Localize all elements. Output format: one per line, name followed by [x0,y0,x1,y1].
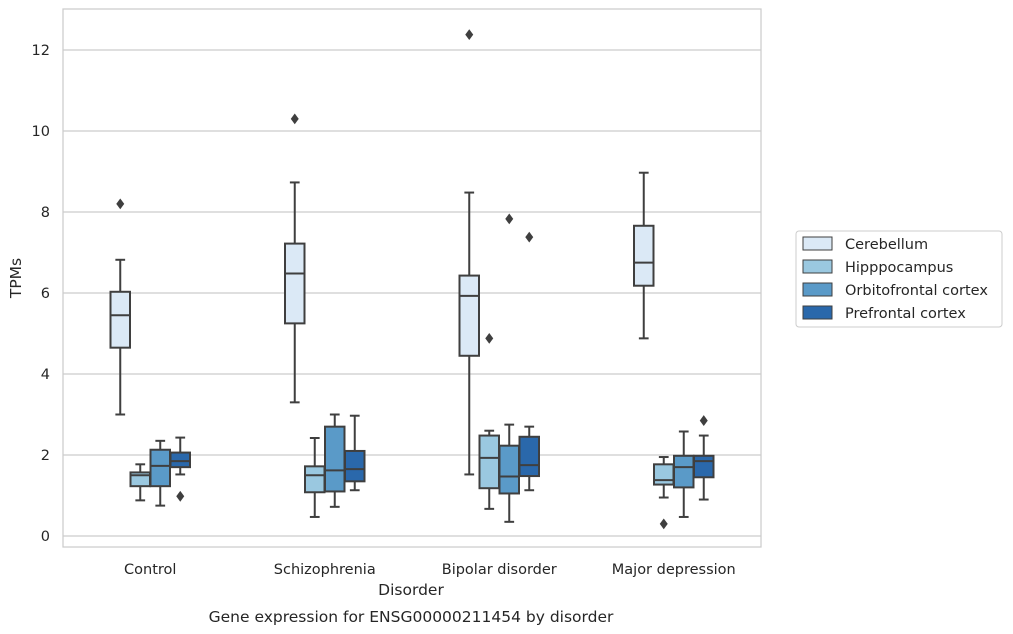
y-tick-label: 4 [41,367,50,383]
legend-label: Prefrontal cortex [845,306,966,322]
iqr-box [344,449,366,483]
legend-swatch [802,259,833,274]
legend-swatch [802,282,833,297]
box-orbitofrontal-cortex [673,430,695,518]
iqr-box [284,242,306,325]
outlier-point [176,490,185,502]
legend-label: Cerebellum [845,237,928,253]
x-tick-labels: Control Schizophrenia Bipolar disorder Majo… [124,562,736,578]
iqr-box [324,425,346,493]
box-hipppocampus [478,332,500,510]
outlier-point [525,231,534,243]
box-hipppocampus [304,436,326,518]
outlier-point [485,332,494,344]
y-tick-label: 12 [32,43,50,59]
y-tick-label: 8 [41,205,50,221]
x-tick-label: Major depression [612,562,736,578]
iqr-box [304,465,326,494]
box-cerebellum [284,113,306,404]
legend-label: Hipppocampus [845,260,953,276]
iqr-box [693,454,715,479]
outlier-point [659,518,668,530]
iqr-box [458,274,480,357]
iqr-box [653,463,675,486]
iqr-box [518,435,540,478]
box-prefrontal-cortex [169,436,191,502]
outlier-point [465,29,474,41]
iqr-box [633,224,655,287]
iqr-box [673,454,695,489]
box-cerebellum [633,171,655,340]
iqr-box [149,448,171,488]
iqr-box [498,444,520,495]
outlier-point [290,113,299,125]
x-tick-label: Schizophrenia [274,562,376,578]
legend-frame [795,230,1003,328]
chart-caption: Gene expression for ENSG00000211454 by d… [209,608,614,626]
box-prefrontal-cortex [693,415,715,501]
box-cerebellum [109,198,131,416]
box-hipppocampus [653,456,675,530]
box-cerebellum [458,29,480,476]
box-hipppocampus [129,463,151,502]
box-orbitofrontal-cortex [498,213,520,523]
outlier-point [505,213,514,225]
box-orbitofrontal-cortex [324,413,346,508]
box-orbitofrontal-cortex [149,439,171,507]
x-tick-label: Bipolar disorder [442,562,557,578]
iqr-box [478,434,500,490]
outlier-point [699,415,708,426]
iqr-box [169,451,191,469]
y-tick-labels: 0 2 4 6 8 10 12 [32,43,50,545]
outlier-point [116,198,125,210]
legend-swatch [802,236,833,251]
box-series [109,29,715,530]
y-tick-label: 10 [32,124,50,140]
x-tick-label: Control [124,562,176,578]
y-tick-label: 2 [41,448,50,464]
legend-swatch [802,305,833,320]
legend-label: Orbitofrontal cortex [845,283,988,299]
y-axis-label: TPMs [7,258,25,299]
plot-area-frame [62,8,762,548]
legend: Cerebellum Hipppocampus Orbitofrontal cort… [795,230,1003,328]
box-prefrontal-cortex [518,231,540,492]
box-prefrontal-cortex [344,414,366,492]
y-tick-label: 6 [41,286,50,302]
x-axis-label: Disorder [378,581,444,599]
y-tick-label: 0 [41,529,50,545]
iqr-box [109,290,131,349]
